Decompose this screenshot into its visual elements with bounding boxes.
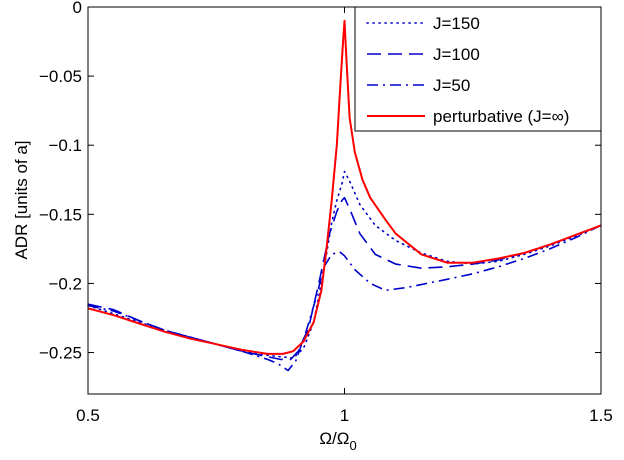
ticks-layer: 0.5 1 1.5 0 −0.05 −0.1 −0.15 −0.2 −0.25 [39,0,613,425]
series-line-3 [87,19,602,355]
x-axis-label: Ω/Ω0 [319,429,356,453]
y-tick-label: −0.15 [39,205,82,224]
legend-label-3: perturbative (J=∞) [433,107,569,126]
legend-box [354,6,602,132]
legend-label-1: J=100 [433,45,480,64]
x-tick-label: 0.5 [76,406,100,425]
legend: J=150 J=100 J=50 perturbative (J=∞) [354,6,602,132]
legend-label-0: J=150 [433,14,480,33]
y-tick-label: −0.05 [39,67,82,86]
series-line-1 [87,196,602,361]
legend-label-2: J=50 [433,76,470,95]
x-tick-label: 1.5 [589,406,613,425]
y-tick-label: 0 [73,0,82,17]
y-tick-label: −0.1 [48,136,82,155]
series-layer [87,19,602,372]
x-axis-label-subscript: 0 [349,438,356,453]
y-axis-label: ADR [units of a] [12,140,31,259]
series-line-0 [87,170,602,359]
x-tick-label: 1 [340,406,349,425]
y-tick-label: −0.25 [39,344,82,363]
y-tick-label: −0.2 [48,274,82,293]
